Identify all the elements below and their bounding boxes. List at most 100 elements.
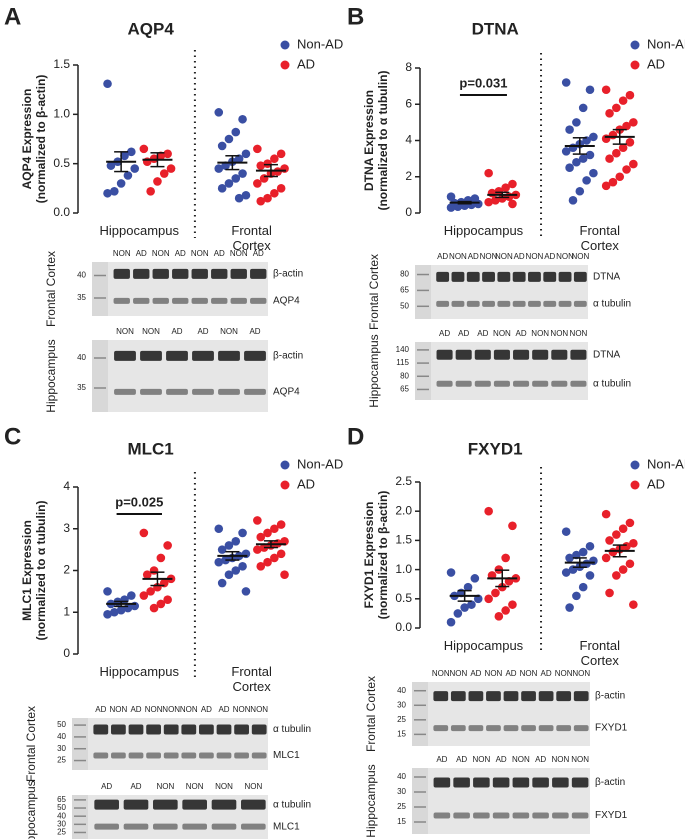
data-point	[256, 161, 266, 170]
chart-title: FXYD1	[468, 439, 523, 458]
blot-region: Hippocampus	[44, 339, 58, 412]
panel-letter: B	[347, 3, 364, 30]
data-point	[217, 545, 227, 554]
protein-band	[543, 300, 557, 307]
protein-band	[181, 724, 197, 735]
protein-band	[113, 297, 130, 304]
data-point	[110, 607, 119, 617]
ladder-label: 15	[397, 817, 406, 826]
protein-band	[570, 349, 587, 360]
lane-label: AD	[541, 669, 552, 678]
protein-band	[241, 823, 266, 830]
y-axis-label-note: (normalized to α tubulin)	[376, 70, 390, 210]
data-point	[508, 199, 517, 209]
protein-band	[538, 725, 554, 732]
protein-band	[211, 268, 228, 279]
lane-label: NON	[233, 705, 251, 714]
data-point	[231, 174, 241, 183]
annotation: p=0.031	[459, 75, 507, 90]
lane-label: NON	[432, 669, 450, 678]
protein-band	[512, 812, 530, 819]
protein-band	[211, 297, 228, 304]
data-point	[139, 144, 149, 154]
protein-band	[521, 725, 536, 732]
protein-band	[211, 799, 237, 810]
data-point	[618, 96, 628, 105]
data-point	[238, 562, 247, 571]
data-point	[241, 190, 251, 200]
lane-label: NON	[449, 669, 467, 678]
protein-band	[140, 350, 162, 361]
band-label: DTNA	[593, 349, 621, 360]
protein-band	[453, 777, 470, 788]
protein-band	[521, 691, 536, 702]
data-point	[103, 79, 112, 89]
y-tick-label: 6	[405, 96, 412, 110]
ladder-label: 30	[57, 744, 66, 753]
protein-band	[450, 725, 466, 732]
data-point	[446, 203, 456, 212]
protein-band	[466, 271, 480, 282]
data-point	[463, 582, 473, 592]
y-tick-label: 0.0	[395, 620, 412, 634]
data-point	[156, 151, 166, 161]
protein-band	[486, 725, 501, 732]
data-point	[622, 121, 631, 131]
data-point	[106, 161, 116, 170]
data-point	[153, 177, 162, 186]
lane-label: NON	[230, 249, 248, 258]
data-point	[460, 603, 469, 612]
protein-band	[250, 268, 267, 279]
chart-title: MLC1	[127, 439, 173, 458]
protein-band	[218, 350, 240, 361]
protein-band	[436, 380, 453, 387]
protein-band	[93, 724, 109, 735]
data-point	[484, 168, 493, 178]
data-point	[625, 90, 635, 100]
lane-label: NON	[220, 327, 238, 336]
ladder-label: 30	[57, 819, 66, 828]
data-point	[130, 164, 140, 173]
lane-label: AD	[496, 755, 507, 764]
y-tick-label: 2.0	[395, 503, 412, 517]
lane-label: NON	[485, 669, 503, 678]
annotation: p=0.025	[115, 494, 163, 509]
legend-label: AD	[647, 56, 665, 71]
ladder-lane	[72, 718, 88, 770]
protein-band	[556, 725, 572, 732]
ladder-label: 115	[396, 358, 409, 367]
data-point	[146, 587, 155, 596]
protein-band	[244, 388, 266, 395]
protein-band	[182, 799, 207, 810]
protein-band	[513, 380, 530, 387]
data-point	[224, 134, 234, 144]
lane-label: NON	[526, 252, 544, 261]
protein-band	[166, 350, 188, 361]
band-label: β-actin	[595, 777, 625, 788]
protein-band	[199, 752, 214, 759]
data-point	[572, 591, 581, 601]
data-point	[561, 568, 571, 577]
data-point	[263, 557, 272, 567]
protein-band	[558, 300, 572, 307]
protein-band	[181, 752, 197, 759]
blot-region: Hippocampus	[367, 334, 381, 407]
data-point	[622, 165, 631, 174]
protein-band	[573, 300, 587, 307]
lane-label: AD	[101, 782, 112, 791]
legend-label: AD	[647, 476, 665, 491]
lane-label: NON	[152, 249, 170, 258]
data-point	[142, 157, 152, 166]
data-point	[629, 539, 638, 548]
lane-label: NON	[572, 669, 590, 678]
y-axis-label-note: (normalized to β-actin)	[34, 75, 48, 204]
lane-label: NON	[571, 252, 589, 261]
lane-label: AD	[456, 755, 467, 764]
data-point	[605, 154, 614, 163]
legend-marker	[630, 480, 640, 490]
protein-band	[474, 349, 491, 360]
protein-band	[573, 271, 587, 282]
ladder-lane	[415, 342, 431, 400]
protein-band	[538, 691, 554, 702]
